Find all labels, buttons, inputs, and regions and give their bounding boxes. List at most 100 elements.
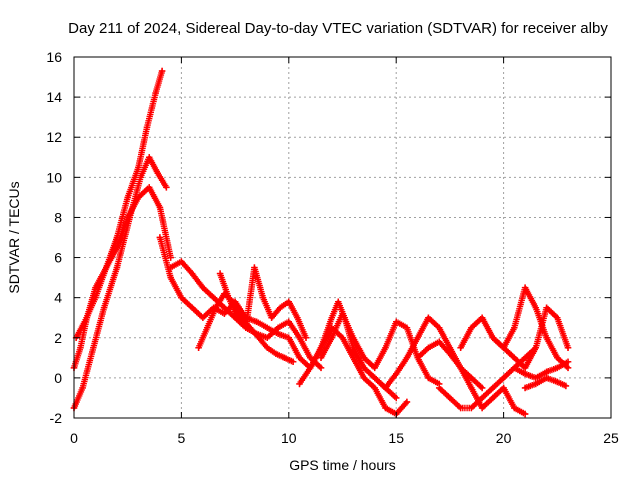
data-point bbox=[296, 380, 303, 388]
data-point bbox=[221, 310, 228, 317]
data-point bbox=[478, 314, 486, 321]
data-point bbox=[264, 324, 271, 331]
data-point bbox=[317, 344, 325, 352]
data-point bbox=[178, 294, 185, 301]
x-tick-label: 20 bbox=[496, 430, 512, 446]
data-point bbox=[414, 354, 421, 362]
data-point bbox=[124, 214, 131, 221]
data-point bbox=[543, 304, 550, 311]
y-tick-label: -2 bbox=[50, 410, 63, 426]
data-point bbox=[145, 184, 153, 191]
data-point bbox=[478, 384, 486, 392]
data-point bbox=[350, 354, 357, 362]
data-point bbox=[468, 374, 475, 382]
y-tick-label: 0 bbox=[54, 370, 62, 386]
data-point bbox=[167, 274, 174, 281]
data-point bbox=[328, 334, 335, 341]
data-point bbox=[188, 270, 196, 277]
data-point bbox=[521, 370, 529, 378]
data-point bbox=[195, 344, 202, 352]
y-tick-label: 10 bbox=[46, 169, 62, 185]
data-point bbox=[199, 314, 207, 321]
data-point bbox=[564, 364, 572, 372]
data-point bbox=[167, 254, 174, 261]
data-point bbox=[210, 294, 217, 301]
data-point bbox=[79, 384, 86, 392]
data-point bbox=[339, 310, 346, 317]
data-point bbox=[435, 384, 443, 392]
data-point bbox=[264, 344, 271, 352]
data-point bbox=[156, 234, 164, 241]
data-point bbox=[446, 394, 454, 402]
data-point bbox=[371, 384, 378, 392]
data-point bbox=[307, 364, 314, 372]
data-point bbox=[532, 304, 540, 311]
data-point bbox=[521, 354, 529, 362]
series-satellite-track-12 bbox=[414, 338, 529, 418]
y-tick-label: 16 bbox=[46, 49, 62, 65]
data-point bbox=[468, 384, 475, 392]
data-point bbox=[225, 294, 232, 301]
data-point bbox=[90, 344, 97, 352]
data-point bbox=[289, 358, 297, 366]
data-point bbox=[382, 344, 389, 352]
data-point bbox=[203, 324, 211, 331]
data-point bbox=[543, 374, 550, 382]
data-point bbox=[554, 354, 561, 362]
data-point bbox=[468, 324, 475, 331]
x-tick-label: 25 bbox=[603, 430, 619, 446]
data-point bbox=[403, 324, 411, 331]
data-point bbox=[285, 318, 292, 325]
data-point bbox=[521, 364, 529, 372]
data-point bbox=[371, 374, 378, 382]
data-point bbox=[272, 350, 280, 358]
data-point bbox=[281, 354, 288, 362]
data-point bbox=[156, 204, 164, 211]
data-point bbox=[489, 394, 497, 402]
y-tick-label: 14 bbox=[46, 89, 62, 105]
data-point bbox=[403, 354, 411, 362]
data-point bbox=[371, 364, 378, 372]
data-point bbox=[478, 394, 486, 402]
data-point bbox=[564, 358, 572, 366]
data-point bbox=[360, 374, 368, 382]
data-point bbox=[435, 338, 443, 345]
data-point bbox=[294, 314, 301, 321]
x-tick-label: 0 bbox=[70, 430, 78, 446]
data-point bbox=[274, 324, 282, 331]
data-point bbox=[425, 374, 432, 382]
x-tick-label: 5 bbox=[178, 430, 186, 446]
plot-frame bbox=[73, 56, 612, 419]
data-point bbox=[317, 364, 325, 372]
data-point bbox=[339, 334, 346, 341]
data-point bbox=[532, 374, 540, 382]
data-point bbox=[274, 330, 282, 337]
data-point bbox=[532, 380, 540, 388]
data-point bbox=[511, 364, 518, 372]
data-point bbox=[264, 334, 271, 341]
data-point bbox=[562, 382, 570, 390]
data-point bbox=[251, 264, 258, 271]
data-point bbox=[242, 324, 250, 331]
data-point bbox=[234, 314, 241, 321]
data-point bbox=[382, 404, 389, 412]
series-satellite-track-7 bbox=[216, 264, 310, 341]
data-point bbox=[137, 174, 144, 181]
data-point bbox=[543, 334, 550, 341]
data-point bbox=[135, 194, 142, 201]
data-point bbox=[145, 154, 153, 161]
data-point bbox=[158, 67, 166, 75]
data-point bbox=[77, 344, 84, 352]
data-point bbox=[152, 89, 159, 97]
data-point bbox=[511, 354, 518, 362]
data-point bbox=[113, 264, 121, 271]
data-point bbox=[435, 324, 443, 331]
data-point bbox=[100, 304, 108, 311]
data-point bbox=[468, 404, 475, 412]
data-point bbox=[382, 384, 389, 392]
data-point bbox=[564, 344, 572, 352]
data-point bbox=[212, 304, 219, 311]
data-point bbox=[521, 384, 529, 392]
data-point bbox=[489, 334, 497, 341]
y-tick-label: 4 bbox=[54, 290, 62, 306]
